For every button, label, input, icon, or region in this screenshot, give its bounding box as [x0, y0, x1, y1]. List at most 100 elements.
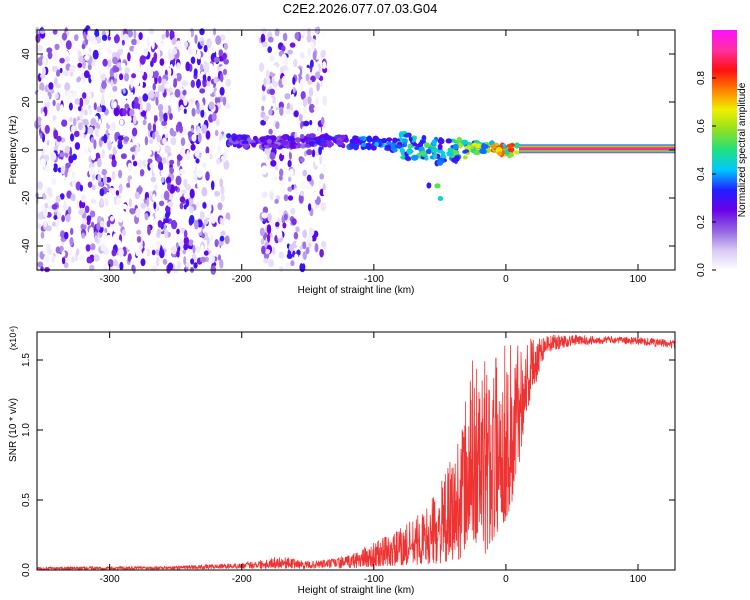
noise-blob [203, 44, 208, 53]
noise-blob [159, 58, 165, 66]
noise-blob [215, 89, 220, 98]
noise-blob [210, 242, 215, 250]
noise-blob [65, 162, 71, 168]
noise-blob [207, 75, 211, 82]
noise-blob [150, 176, 157, 183]
noise-blob [129, 178, 134, 189]
noise-blob [78, 50, 82, 57]
noise-blob [112, 233, 118, 243]
signal-blob [414, 146, 419, 150]
noise-blob [288, 168, 294, 179]
y-tick-label: 40 [21, 48, 32, 60]
noise-blob [275, 109, 280, 117]
noise-blob [45, 235, 50, 245]
noise-blob [320, 202, 327, 212]
noise-blob [160, 194, 164, 200]
noise-blob [45, 225, 52, 232]
noise-blob [81, 43, 86, 50]
noise-blob [158, 209, 165, 218]
noise-blob [184, 229, 188, 239]
noise-blob [138, 32, 143, 41]
noise-blob [53, 215, 58, 220]
noise-blob [205, 152, 210, 160]
noise-blob [62, 202, 68, 212]
noise-blob [104, 228, 108, 233]
noise-blob [201, 124, 208, 134]
noise-blob [267, 117, 274, 124]
noise-blob [260, 119, 266, 126]
noise-blob [101, 149, 106, 159]
noise-blob [184, 192, 189, 200]
signal-blob [452, 143, 459, 150]
noise-blob [272, 50, 279, 56]
noise-blob [299, 190, 305, 196]
x-tick-label: -300 [100, 574, 120, 585]
noise-blob [295, 241, 302, 247]
signal-blob [474, 143, 483, 149]
noise-blob [112, 85, 118, 92]
noise-blob [96, 158, 102, 168]
noise-blob [305, 67, 311, 74]
noise-blob [314, 97, 319, 105]
noise-blob [281, 75, 287, 86]
signal-blob [420, 150, 427, 156]
signal-blob [390, 144, 397, 150]
noise-blob [127, 212, 131, 219]
noise-blob [82, 92, 87, 99]
noise-blob [74, 34, 79, 42]
noise-blob [79, 136, 84, 144]
noise-blob [131, 38, 138, 46]
noise-blob [217, 202, 223, 211]
noise-blob [151, 56, 157, 64]
noise-blob [266, 224, 272, 235]
noise-blob [176, 228, 180, 235]
noise-blob [146, 197, 150, 208]
noise-blob [194, 173, 198, 182]
noise-blob [98, 119, 102, 125]
noise-blob [43, 165, 51, 172]
noise-blob [306, 216, 312, 225]
noise-blob [143, 47, 148, 57]
noise-blob [310, 41, 315, 50]
noise-blob [320, 31, 326, 38]
noise-blob [76, 248, 80, 256]
signal-blob [419, 139, 425, 144]
noise-blob [144, 64, 150, 73]
noise-blob [54, 257, 58, 266]
noise-blob [92, 173, 96, 181]
noise-blob [285, 56, 289, 67]
noise-blob [131, 73, 137, 79]
noise-blob [172, 145, 176, 156]
noise-blob [127, 162, 132, 172]
noise-blob [99, 197, 104, 206]
noise-blob [140, 169, 145, 177]
noise-blob [71, 179, 76, 187]
noise-blob [194, 219, 199, 230]
noise-blob [261, 105, 265, 112]
noise-blob [111, 170, 116, 181]
noise-blob [82, 59, 86, 69]
noise-blob [169, 30, 174, 41]
noise-blob [118, 169, 123, 179]
noise-blob [191, 134, 197, 142]
noise-blob [39, 82, 45, 92]
noise-blob [140, 110, 147, 117]
noise-blob [155, 210, 159, 220]
noise-blob [210, 254, 215, 264]
noise-blob [66, 190, 72, 199]
noise-blob [167, 87, 173, 93]
noise-blob [66, 91, 73, 101]
signal-blob [514, 142, 520, 149]
noise-blob [226, 27, 231, 36]
noise-blob [164, 145, 171, 154]
noise-blob [297, 213, 302, 221]
noise-blob [47, 249, 53, 255]
noise-blob [132, 136, 137, 143]
noise-blob [103, 134, 108, 144]
signal-blob [336, 140, 344, 146]
snr-xlabel: Height of straight line (km) [298, 585, 415, 596]
noise-blob [130, 78, 134, 89]
noise-blob [202, 78, 208, 88]
noise-blob [82, 146, 89, 155]
noise-blob [299, 262, 306, 273]
